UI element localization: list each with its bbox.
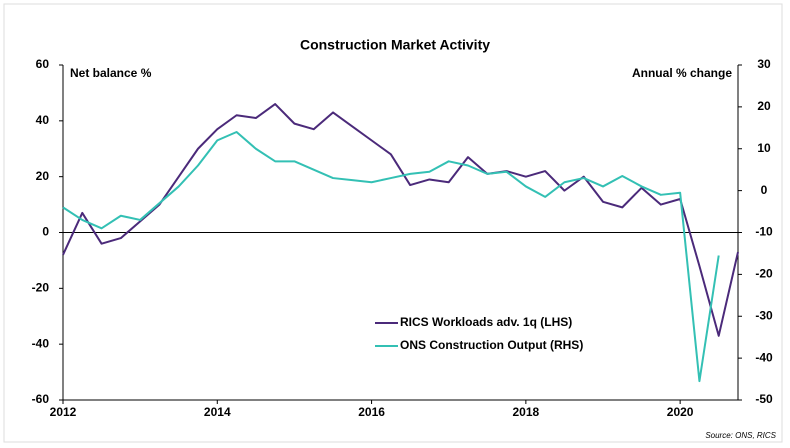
source: Source: ONS, RICS (705, 431, 776, 440)
y-tick-label: 60 (36, 57, 50, 71)
y2-tick-label: 0 (761, 183, 768, 197)
y2-tick-label: 20 (757, 99, 771, 113)
y-tick-label: 40 (36, 113, 50, 127)
x-tick-label: 2012 (50, 405, 77, 419)
legend-label: ONS Construction Output (RHS) (400, 338, 583, 352)
y2-tick-label: -20 (755, 267, 773, 281)
y-tick-label: -60 (32, 392, 50, 406)
y-tick-label: -40 (32, 336, 50, 350)
y2-axis-label: Annual % change (632, 66, 732, 80)
x-tick-label: 2014 (204, 405, 231, 419)
y-tick-label: 20 (36, 169, 50, 183)
legend-label: RICS Workloads adv. 1q (LHS) (400, 315, 572, 329)
y2-tick-label: -30 (755, 308, 773, 322)
y2-tick-label: -10 (755, 225, 773, 239)
y-tick-label: -20 (32, 281, 50, 295)
frame (3, 3, 783, 443)
y2-tick-label: -50 (755, 392, 773, 406)
x-tick-label: 2018 (513, 405, 540, 419)
chart-title: Construction Market Activity (300, 37, 490, 53)
y2-tick-label: -40 (755, 350, 773, 364)
x-tick-label: 2016 (358, 405, 385, 419)
series-line (62, 103, 739, 337)
y-tick-label: 0 (42, 225, 49, 239)
series-line (62, 131, 720, 383)
y2-tick-label: 30 (757, 57, 771, 71)
x-tick-label: 2020 (667, 405, 694, 419)
y2-tick-label: 10 (757, 141, 771, 155)
y-axis-label: Net balance % (70, 66, 152, 80)
